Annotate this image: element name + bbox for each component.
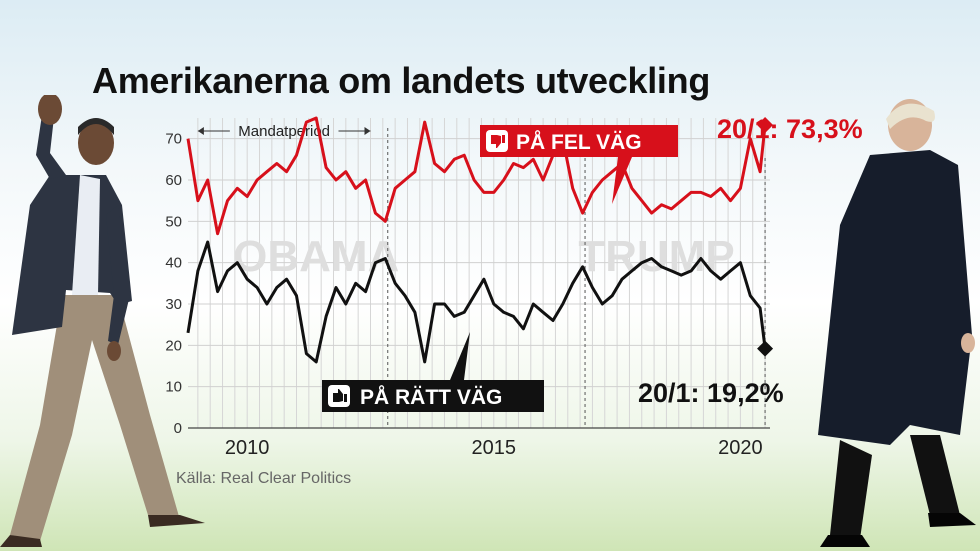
trump-figure <box>818 99 976 547</box>
source-note: Källa: Real Clear Politics <box>176 470 352 487</box>
watermark-trump: TRUMP <box>578 232 734 281</box>
thumbs-down-icon <box>486 130 508 152</box>
y-tick-label: 70 <box>165 131 182 148</box>
wrong-track-label-box <box>480 125 678 157</box>
series-line-wrong-track <box>186 116 767 236</box>
wrong-track-pointer <box>612 157 632 204</box>
y-tick-label: 0 <box>174 420 182 437</box>
right-track-label-box <box>322 380 544 412</box>
x-tick-label: 2010 <box>225 437 270 459</box>
wrong-track-latest-value: 20/1: 73,3% <box>717 114 863 144</box>
thumbs-up-icon <box>328 385 350 407</box>
period-arrowhead-right <box>364 127 371 135</box>
right-track-pointer <box>450 332 470 380</box>
right-track-latest-value: 20/1: 19,2% <box>638 378 784 408</box>
y-tick-label: 40 <box>165 255 182 272</box>
x-tick-label: 2015 <box>472 437 517 459</box>
obama-figure <box>0 95 205 547</box>
y-tick-label: 20 <box>165 337 182 354</box>
period-arrowhead-left <box>197 127 204 135</box>
y-tick-label: 10 <box>165 379 182 396</box>
x-tick-label: 2020 <box>718 437 763 459</box>
y-tick-label: 60 <box>165 172 182 189</box>
y-tick-label: 30 <box>165 296 182 313</box>
chart-title: Amerikanerna om landets utveckling <box>92 60 711 101</box>
right-track-label: PÅ RÄTT VÄG <box>360 385 502 409</box>
endpoint-marker-wrong <box>757 117 774 134</box>
endpoint-marker-right <box>757 340 774 357</box>
series-line-right-track <box>186 240 767 364</box>
y-tick-label: 50 <box>165 213 182 230</box>
period-label: Mandatperiod <box>238 123 330 140</box>
watermark-obama: OBAMA <box>233 232 399 281</box>
wrong-track-label: PÅ FEL VÄG <box>516 130 642 154</box>
